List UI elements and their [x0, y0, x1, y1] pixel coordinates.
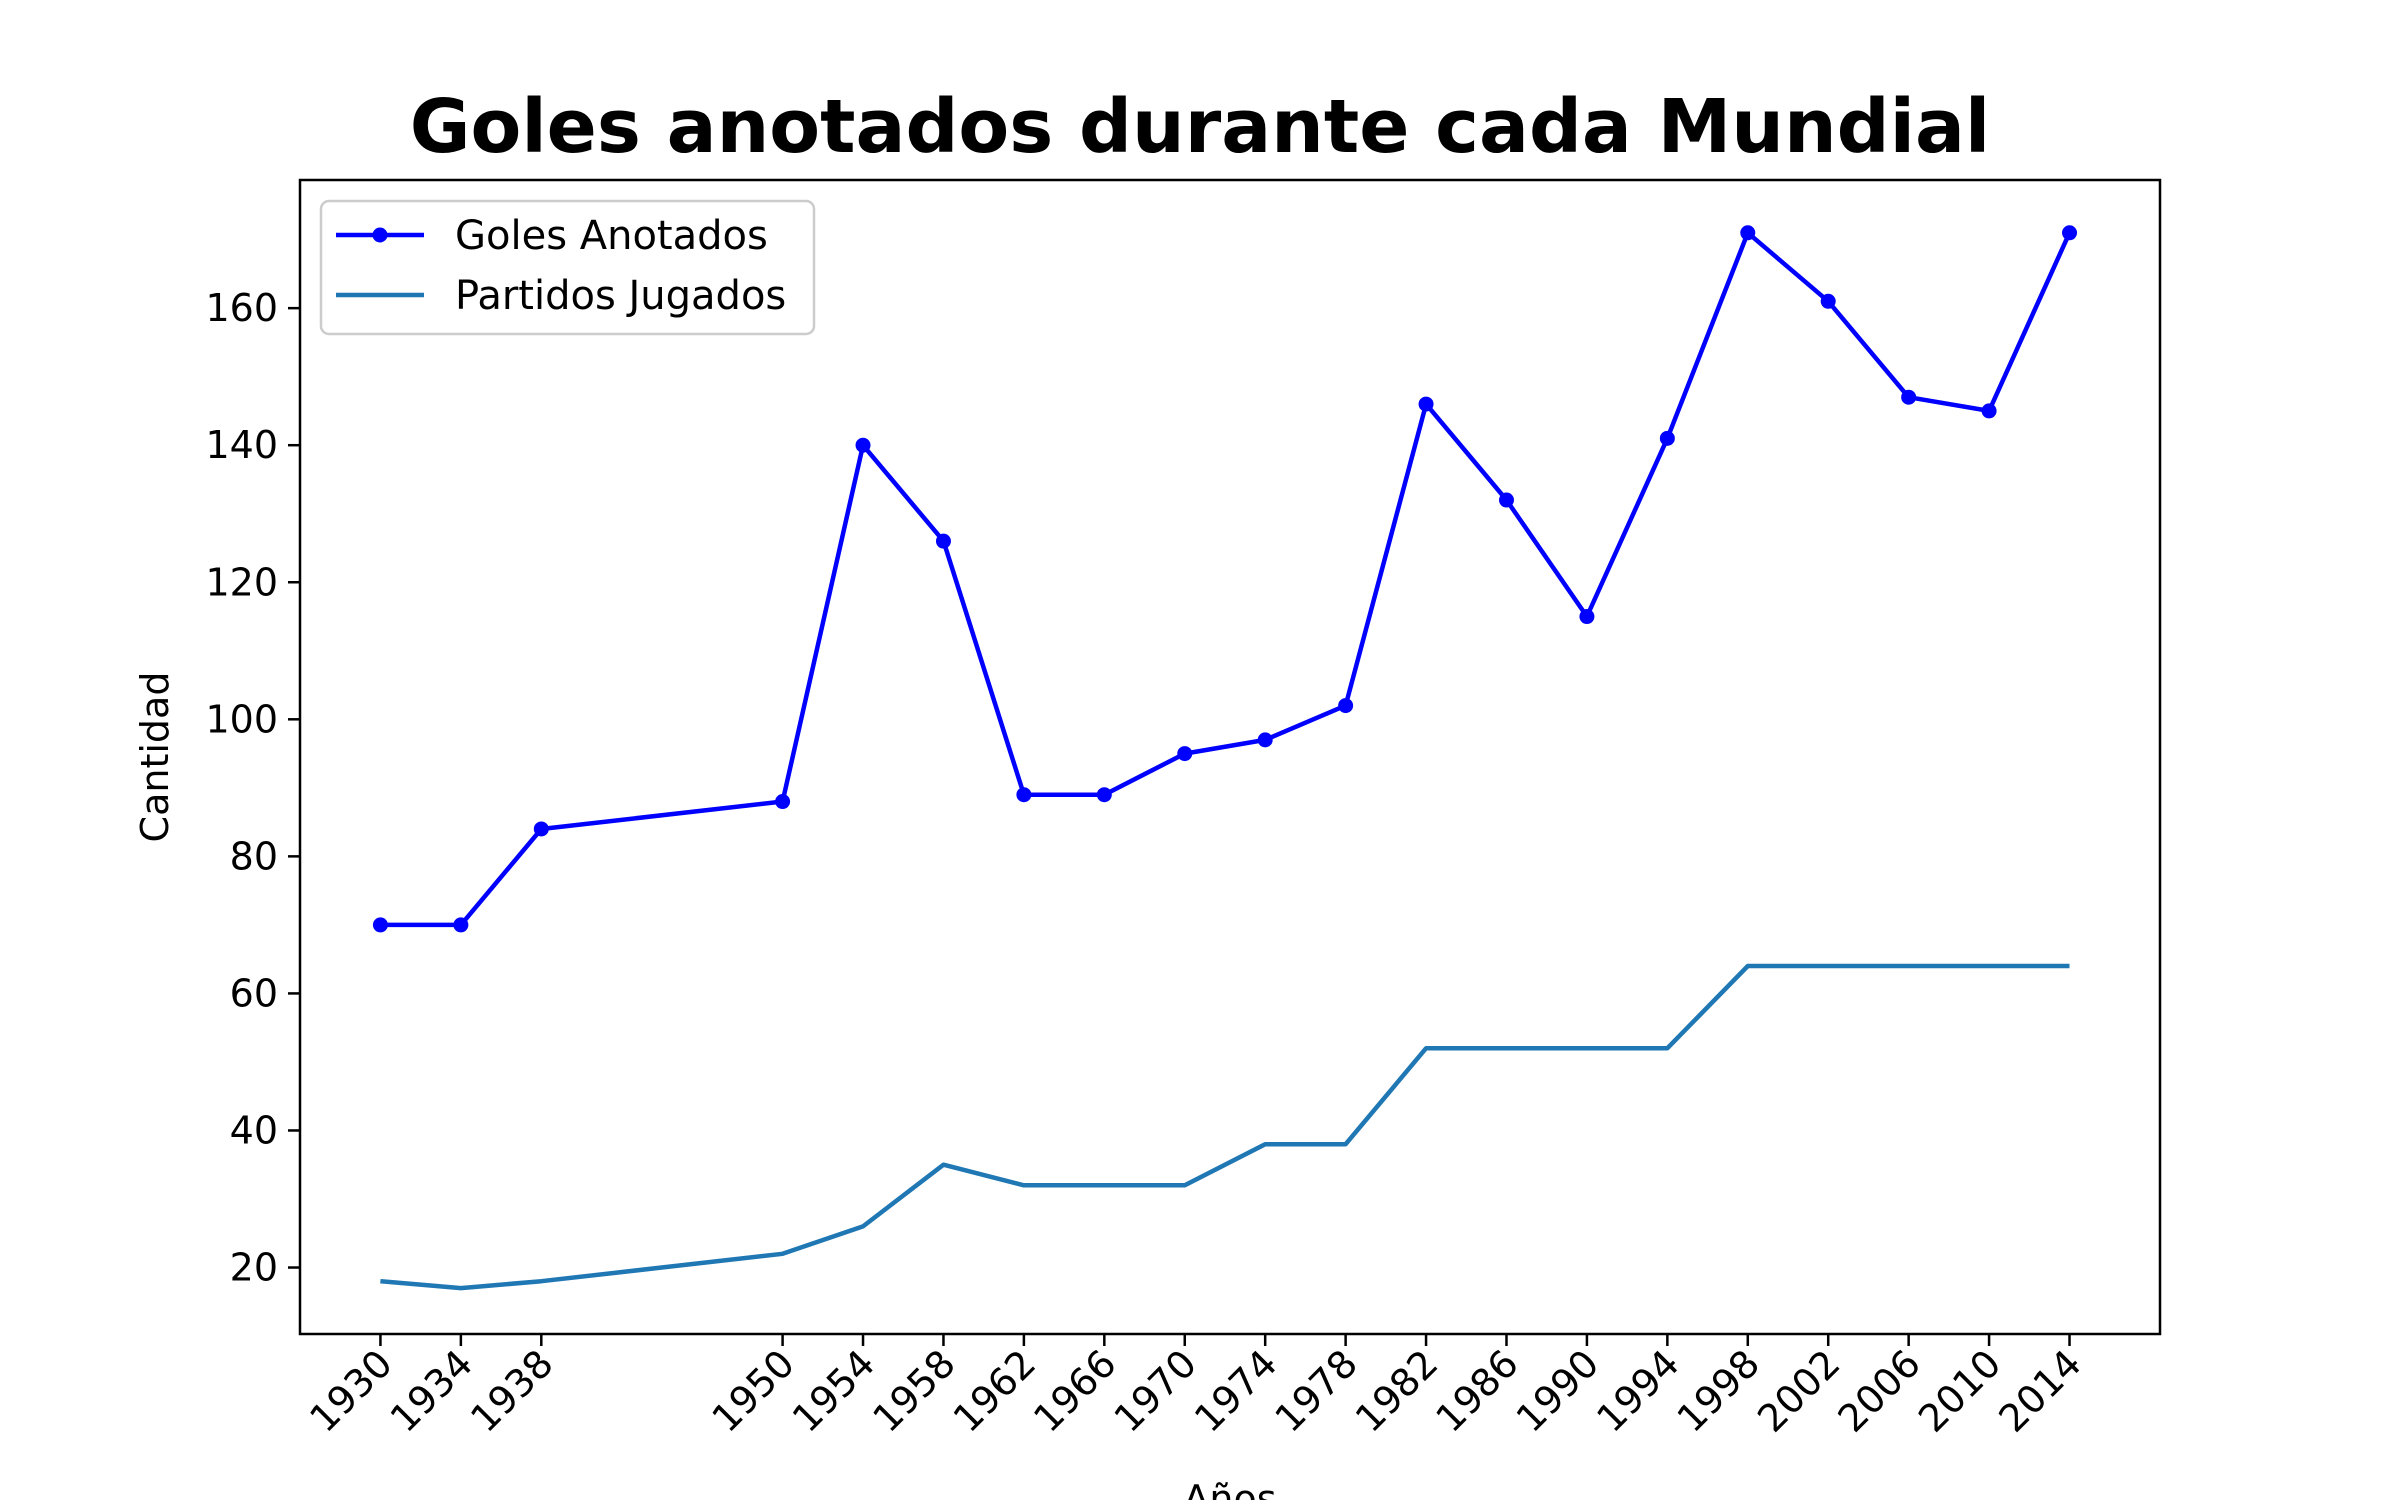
legend-label-goles: Goles Anotados	[455, 213, 768, 259]
y-tick-label: 20	[230, 1246, 278, 1290]
y-axis-label: Cantidad	[133, 672, 177, 843]
data-point	[1659, 430, 1675, 446]
x-tick-label: 1954	[784, 1341, 884, 1441]
plot-area	[372, 225, 2078, 1291]
x-tick-label: 2006	[1830, 1341, 1930, 1441]
x-tick-label: 1994	[1588, 1341, 1688, 1441]
data-point	[1096, 787, 1112, 803]
x-tick-label: 1930	[301, 1341, 401, 1441]
data-point	[1257, 732, 1273, 748]
data-point	[1418, 396, 1434, 412]
data-point	[1981, 403, 1997, 419]
legend: Goles Anotados Partidos Jugados	[319, 199, 816, 336]
y-tick-label: 40	[230, 1108, 278, 1152]
x-tick-label: 1982	[1347, 1341, 1447, 1441]
data-point	[1579, 609, 1595, 625]
data-point	[1901, 389, 1917, 405]
data-point	[1016, 787, 1032, 803]
y-tick-label: 120	[205, 560, 278, 604]
x-tick-label: 1974	[1186, 1341, 1286, 1441]
y-tick-label: 160	[205, 286, 278, 330]
data-point	[453, 917, 469, 933]
legend-label-partidos: Partidos Jugados	[455, 273, 786, 319]
data-point	[1498, 492, 1514, 508]
data-point	[1820, 293, 1836, 309]
series-line-1	[380, 963, 2070, 1291]
chart-title: Goles anotados durante cada Mundial	[410, 84, 1991, 170]
x-tick-label: 1966	[1025, 1341, 1125, 1441]
y-axis: 20 40 60 80 100 120 140 160	[205, 286, 300, 1290]
data-point	[1177, 746, 1193, 762]
x-tick-label: 1986	[1427, 1341, 1527, 1441]
x-axis-label: Años	[1183, 1477, 1276, 1500]
data-point	[855, 437, 871, 453]
x-tick-label: 1938	[462, 1341, 562, 1441]
x-tick-label: 2002	[1749, 1341, 1849, 1441]
y-tick-label: 80	[230, 834, 278, 878]
data-point	[533, 821, 549, 837]
data-point	[372, 917, 388, 933]
data-point	[1740, 225, 1756, 241]
data-point	[2062, 225, 2078, 241]
axes-frame	[298, 178, 2162, 1336]
x-tick-label: 1998	[1669, 1341, 1769, 1441]
y-tick-label: 140	[205, 423, 278, 467]
x-tick-label: 2014	[1990, 1341, 2090, 1441]
x-tick-label: 2010	[1910, 1341, 2010, 1441]
x-tick-label: 1970	[1106, 1341, 1206, 1441]
x-tick-label: 1958	[864, 1341, 964, 1441]
y-tick-label: 100	[205, 697, 278, 741]
legend-marker-goles	[372, 227, 388, 243]
data-point	[775, 794, 791, 810]
x-tick-label: 1962	[945, 1341, 1045, 1441]
data-point	[1338, 698, 1354, 714]
y-tick-label: 60	[230, 971, 278, 1015]
x-tick-label: 1934	[382, 1341, 482, 1441]
x-tick-label: 1990	[1508, 1341, 1608, 1441]
data-point	[935, 533, 951, 549]
x-tick-label: 1978	[1266, 1341, 1366, 1441]
series-line-0	[380, 230, 2072, 928]
legend-box	[319, 199, 816, 336]
x-tick-label: 1950	[703, 1341, 803, 1441]
